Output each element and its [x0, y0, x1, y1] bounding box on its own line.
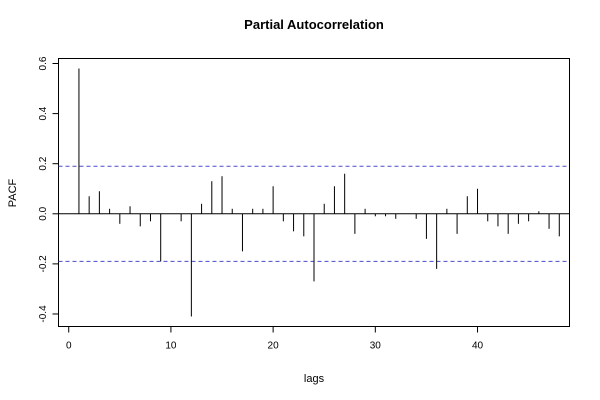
y-tick-label: -0.4 — [38, 305, 49, 323]
plot-frame — [58, 58, 570, 327]
chart-title: Partial Autocorrelation — [244, 17, 384, 32]
x-tick-label: 40 — [472, 341, 484, 352]
y-tick-label: 0.0 — [38, 206, 49, 220]
x-axis-label: lags — [304, 373, 325, 385]
y-tick-label: 0.6 — [38, 56, 49, 70]
y-tick-label: 0.2 — [38, 156, 49, 170]
x-tick-label: 30 — [370, 341, 382, 352]
x-tick-label: 20 — [268, 341, 280, 352]
y-axis: -0.4 -0.2 0.0 0.2 0.4 0.6 — [38, 56, 59, 323]
x-axis: 0 10 20 30 40 — [66, 326, 484, 352]
x-tick-label: 10 — [165, 341, 177, 352]
x-tick-label: 0 — [66, 341, 72, 352]
y-tick-label: -0.2 — [38, 255, 49, 273]
y-axis-label: PACF — [7, 178, 19, 207]
pacf-bars — [78, 68, 560, 317]
y-tick-label: 0.4 — [38, 106, 49, 120]
